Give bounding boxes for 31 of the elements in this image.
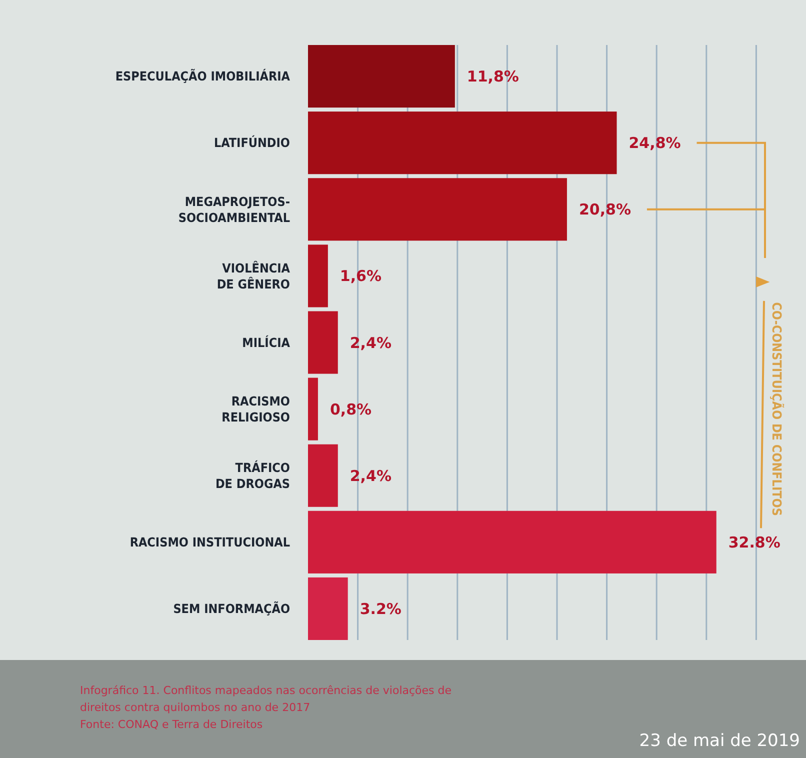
bar xyxy=(308,510,716,574)
y-tick-label: RACISMO INSTITUCIONAL xyxy=(130,534,290,550)
bar xyxy=(308,311,338,374)
data-label: 20,8% xyxy=(578,200,632,219)
data-label: 0,8% xyxy=(330,400,372,418)
data-label: 2,4% xyxy=(350,466,392,485)
bar xyxy=(308,244,328,308)
bar xyxy=(308,577,348,640)
bar xyxy=(308,178,567,241)
y-tick-label: VIOLÊNCIA DE GÊNERO xyxy=(216,260,290,292)
data-label: 1,6% xyxy=(340,267,382,286)
y-tick-label: LATIFÚNDIO xyxy=(214,135,290,150)
y-tick-label: ESPECULAÇÃO IMOBILIÁRIA xyxy=(115,68,290,84)
data-label: 11,8% xyxy=(466,68,519,86)
data-label: 2,4% xyxy=(350,334,392,352)
data-label: 32.8% xyxy=(728,533,780,552)
y-tick-label: MEGAPROJETOS- SOCIOAMBIENTAL xyxy=(178,194,290,225)
data-label: 3.2% xyxy=(360,600,402,618)
text: 23 de mai de 2019 xyxy=(639,731,800,751)
bar xyxy=(308,444,338,507)
y-tick-label: MILÍCIA xyxy=(242,334,290,350)
y-tick-label: TRÁFICO DE DROGAS xyxy=(215,460,290,491)
bar xyxy=(308,378,318,440)
y-tick-label: SEM INFORMAÇÃO xyxy=(173,601,290,616)
annotation: CO-CONSTITUIÇÃO DE CONFLITOS xyxy=(770,302,785,516)
y-tick-label: RACISMO RELIGIOSO xyxy=(222,393,290,424)
bar xyxy=(308,45,455,108)
data-label: 24,8% xyxy=(628,134,681,152)
bar xyxy=(308,112,617,174)
source-note: Fonte: CONAQ e Terra de Direitos xyxy=(80,718,263,731)
text: Infográfico 11. Conflitos mapeados nas ocorrências de violações de direitos contra quilombos no ano de 2017 xyxy=(80,684,452,714)
